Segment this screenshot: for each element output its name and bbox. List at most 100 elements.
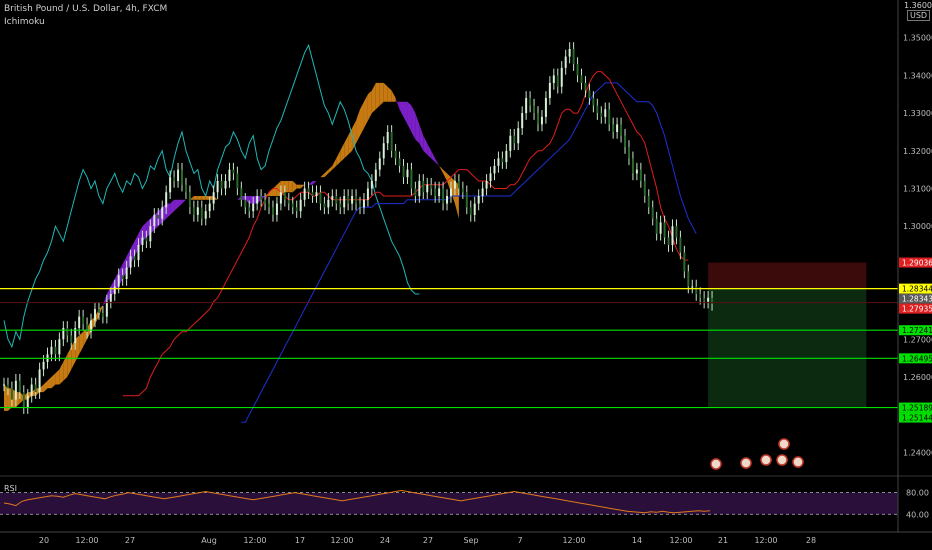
candle-body (675, 226, 678, 238)
candle-body (169, 177, 172, 193)
candle-body (711, 297, 714, 304)
cloud-segment (443, 169, 448, 181)
candle-body (184, 184, 187, 193)
candle-body (620, 124, 623, 136)
candle-body (588, 90, 591, 99)
candle-body (275, 203, 278, 215)
candle-body (695, 286, 698, 295)
y-tick-label: 1.33000 (903, 109, 932, 118)
candle-body (651, 207, 654, 219)
candle-body (220, 180, 223, 189)
candle-body (256, 196, 259, 204)
candle-body (252, 203, 255, 212)
cloud-segment (419, 124, 424, 151)
event-markers (710, 438, 804, 470)
cloud-segment (170, 199, 175, 215)
candle-body (26, 395, 29, 408)
candle-body (260, 196, 263, 200)
cloud-segment (352, 120, 357, 151)
x-tick-label: 24 (380, 536, 390, 545)
candle-body (465, 192, 468, 208)
candle-body (97, 309, 100, 313)
candle-body (576, 64, 579, 76)
candle-body (137, 245, 140, 261)
economic-event-marker (740, 457, 752, 469)
economic-event-marker (760, 454, 772, 466)
cloud-segment (269, 188, 273, 197)
candle-body (14, 380, 17, 400)
cloud-segment (454, 180, 459, 219)
price-tag-bg (899, 283, 932, 294)
cloud-segment (296, 184, 301, 189)
candle-body (497, 158, 500, 166)
candle-body (533, 105, 536, 114)
candle-body (592, 98, 595, 106)
cloud-segment (360, 101, 364, 136)
cloud-segment (71, 339, 76, 370)
base-line (241, 82, 697, 423)
candle-body (457, 180, 460, 189)
cloud-segment (332, 158, 337, 170)
candle-body (461, 188, 464, 193)
candle-body (485, 180, 488, 189)
candle-body (699, 294, 702, 298)
candle-body (319, 192, 322, 204)
price-tag-label: 1.27241 (902, 326, 932, 335)
candle-body (3, 384, 5, 386)
candle-body (442, 188, 445, 204)
candle-body (406, 169, 409, 178)
cloud-segment (201, 196, 206, 200)
candle-body (90, 320, 93, 332)
candle-body (216, 180, 219, 193)
cloud-segment (395, 98, 400, 110)
x-tick-label: 12:00 (330, 536, 353, 545)
candle-body (303, 188, 306, 200)
economic-event-marker (778, 438, 790, 450)
cloud-segment (431, 150, 436, 163)
candle-body (248, 207, 251, 212)
price-tag-bg (899, 293, 932, 304)
candle-body (331, 196, 334, 200)
x-tick-label: 27 (125, 536, 135, 545)
candle-body (398, 158, 401, 166)
cloud-segment (387, 86, 392, 102)
candle-body (204, 211, 207, 219)
rsi-band (0, 492, 898, 515)
candle-body (228, 169, 231, 181)
price-tag-label: 1.28343 (902, 295, 932, 304)
candle-body (287, 199, 290, 204)
candle-body (58, 339, 61, 355)
cloud-segment (182, 199, 186, 204)
candle-body (50, 346, 53, 355)
candle-body (548, 82, 551, 99)
candle-body (34, 384, 37, 393)
candle-body (315, 192, 318, 197)
candle-body (378, 158, 381, 170)
candle-body (505, 150, 508, 163)
cloud-segment (423, 135, 428, 155)
candle-body (525, 98, 528, 114)
candle-body (604, 109, 607, 117)
candle-body (30, 384, 33, 396)
candle-body (521, 113, 524, 129)
x-tick-label: 12:00 (562, 536, 585, 545)
candle-body (513, 135, 516, 144)
candle-body (327, 199, 330, 208)
candle-body (394, 150, 397, 159)
candle-body (101, 312, 104, 317)
cloud-segment (308, 180, 313, 185)
take-profit-zone (708, 288, 867, 408)
x-tick-label: Aug (201, 536, 217, 545)
cloud-segment (197, 196, 202, 200)
cloud-segment (205, 196, 210, 200)
candle-body (129, 256, 132, 268)
currency-badge[interactable]: USD (907, 10, 931, 21)
horizontal-levels (0, 288, 898, 409)
cloud-segment (324, 169, 329, 178)
candle-body (643, 180, 646, 197)
candle-body (359, 203, 361, 208)
candle-body (544, 98, 547, 117)
cloud-segment (379, 82, 384, 106)
candle-body (121, 275, 124, 279)
candle-body (596, 105, 599, 114)
